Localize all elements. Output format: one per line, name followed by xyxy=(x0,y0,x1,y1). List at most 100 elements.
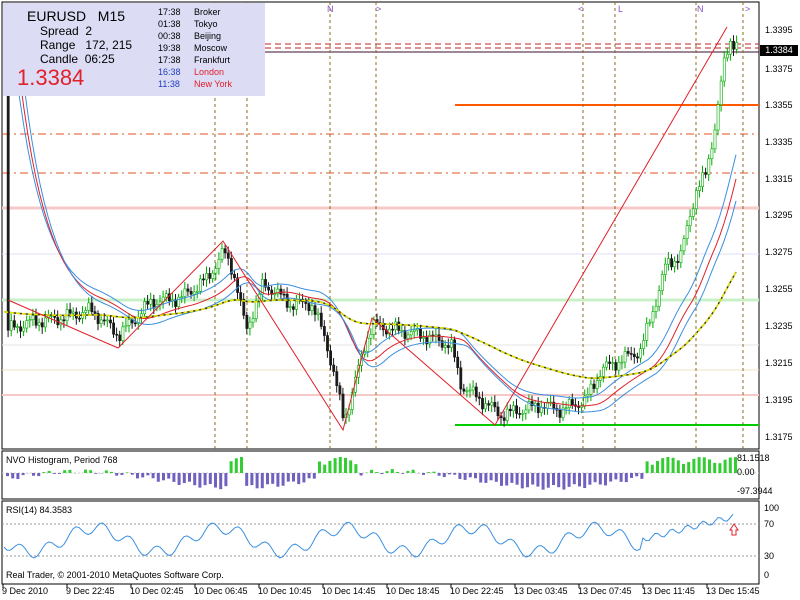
candle-body xyxy=(106,319,109,322)
candle-body xyxy=(338,385,342,395)
histogram-bar xyxy=(380,473,384,475)
candle-body xyxy=(490,402,494,406)
histogram-bar xyxy=(385,471,389,473)
histogram-bar xyxy=(6,473,9,477)
candle-body xyxy=(688,216,692,226)
rsi-label-70: 70 xyxy=(764,519,775,529)
nvo-histogram xyxy=(6,457,737,490)
time-label: 13 Dec 11:45 xyxy=(642,586,695,596)
candle-body xyxy=(322,326,326,336)
candle-body xyxy=(481,398,484,410)
resistance-lines[interactable] xyxy=(2,43,759,174)
histogram-bar xyxy=(344,457,347,473)
histogram-bar xyxy=(552,473,555,486)
rsi-title: RSI(14) 84.3583 xyxy=(6,505,73,515)
candle-body xyxy=(276,288,280,295)
candle-body xyxy=(37,322,41,326)
moving-average-line xyxy=(4,50,737,413)
candle-body xyxy=(28,319,32,322)
time-axis-ticks xyxy=(2,584,708,588)
price-label: 1.3355 xyxy=(765,100,793,110)
histogram-bar xyxy=(723,459,727,473)
candle-body xyxy=(642,340,646,349)
candle-body xyxy=(251,318,255,323)
candle-body xyxy=(288,306,292,308)
candle-body xyxy=(409,331,413,336)
candle-body xyxy=(273,293,277,296)
candle-body xyxy=(13,320,16,328)
zigzag-line[interactable] xyxy=(7,26,728,432)
histogram-bar xyxy=(203,473,207,486)
guide-lines xyxy=(2,206,759,396)
candle-body xyxy=(260,279,264,295)
candle-body xyxy=(614,362,618,371)
candle-body xyxy=(310,305,314,311)
histogram-bar xyxy=(130,473,134,475)
histogram-bar xyxy=(136,473,139,479)
nvo-min-label: -97.3944 xyxy=(737,486,773,496)
histogram-bar xyxy=(42,472,46,473)
candle-body xyxy=(493,402,497,408)
candle-body xyxy=(648,321,652,324)
histogram-bar xyxy=(500,473,503,486)
spread-line: Spread 2 xyxy=(40,24,93,38)
candle-body xyxy=(645,322,649,341)
candle-body xyxy=(267,286,271,291)
rsi-label-0: 0 xyxy=(764,570,770,580)
candle-body xyxy=(657,290,661,307)
candle-body xyxy=(502,417,506,421)
candle-body xyxy=(220,248,224,260)
price-label: 1.3315 xyxy=(765,174,793,184)
time-label: 10 Dec 02:45 xyxy=(130,586,184,596)
candle-body xyxy=(99,319,103,324)
histogram-bar xyxy=(494,473,498,482)
candle-body xyxy=(115,333,119,336)
histogram-bar xyxy=(63,470,67,473)
candle-body xyxy=(22,327,26,332)
histogram-bar xyxy=(396,471,399,473)
histogram-bar xyxy=(661,458,665,473)
histogram-bar xyxy=(734,457,737,473)
histogram-bar xyxy=(16,473,20,480)
candle-body xyxy=(230,258,233,275)
candle-body xyxy=(722,57,726,82)
candle-body xyxy=(177,296,181,307)
candle-body xyxy=(536,402,540,413)
candle-body xyxy=(214,268,218,274)
candle-body xyxy=(121,326,125,341)
candle-body xyxy=(208,273,212,279)
histogram-bar xyxy=(193,473,197,486)
clock-row: 11:38 New York xyxy=(158,79,233,89)
histogram-bar xyxy=(593,473,597,483)
histogram-bar xyxy=(728,457,732,473)
histogram-bar xyxy=(624,473,628,483)
histogram-bar xyxy=(250,473,254,486)
candle-body xyxy=(456,356,460,369)
histogram-bar xyxy=(713,462,717,473)
candle-body xyxy=(109,319,112,324)
candle-body xyxy=(539,407,543,413)
candle-body xyxy=(133,322,137,325)
clock-row: 17:38 Frankfurt xyxy=(158,55,231,65)
histogram-bar xyxy=(640,473,644,479)
candle-body xyxy=(716,104,720,131)
histogram-bar xyxy=(442,473,446,478)
candle-body xyxy=(149,299,153,305)
candle-body xyxy=(719,80,723,105)
histogram-bar xyxy=(104,470,108,473)
histogram-bar xyxy=(323,464,327,473)
histogram-bar xyxy=(11,473,15,479)
time-label: 13 Dec 07:45 xyxy=(578,586,632,596)
price-label: 1.3215 xyxy=(765,358,793,368)
candle-body xyxy=(676,260,680,263)
histogram-bar xyxy=(370,469,373,473)
histogram-bar xyxy=(505,473,509,486)
price-label: 1.3235 xyxy=(765,321,793,331)
candle-body xyxy=(462,388,466,392)
candle-body xyxy=(732,41,736,50)
histogram-bar xyxy=(271,473,275,484)
histogram-bar xyxy=(489,473,493,481)
candle-body xyxy=(505,408,509,421)
time-label: 10 Dec 22:45 xyxy=(450,586,504,596)
